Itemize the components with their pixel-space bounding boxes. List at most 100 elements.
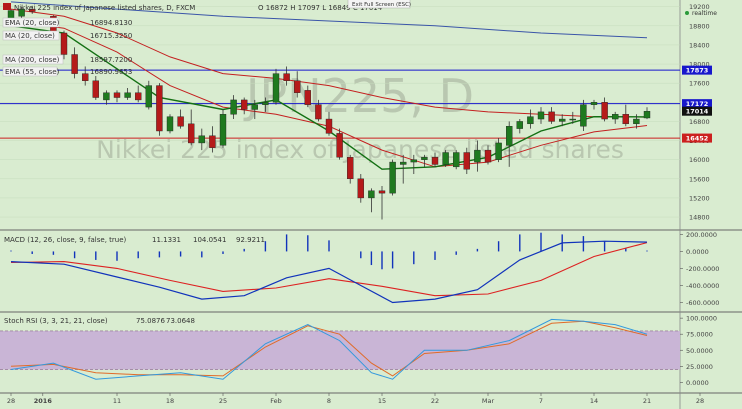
price-label-text: 17873 — [686, 67, 709, 75]
bear-candle — [431, 157, 439, 165]
stoch-value-d: 73.0648 — [166, 317, 195, 325]
macd-tick-label: -200.0000 — [686, 265, 719, 273]
exit-fullscreen-button[interactable] — [347, 0, 411, 9]
bull-candle — [198, 135, 206, 144]
bull-candle — [251, 104, 259, 110]
stoch-layer — [10, 318, 648, 380]
bear-candle — [548, 111, 555, 122]
realtime-label: realtime — [692, 10, 717, 17]
rsi-band-layer — [0, 330, 680, 370]
stoch-d-line — [10, 320, 648, 377]
bear-candle — [113, 92, 121, 98]
header-title: Nikkei 225 index of Japanese listed shar… — [14, 4, 195, 12]
stoch-rsi-band — [0, 330, 680, 370]
bull-candle — [633, 118, 640, 125]
bear-candle — [622, 114, 629, 125]
price-tick-label: 17600 — [689, 80, 710, 88]
price-tick-label: 16000 — [689, 156, 710, 164]
indicator-label-1: MA (20, close) — [5, 32, 55, 40]
stoch-value-k: 75.0876 — [136, 317, 165, 325]
bear-candle — [240, 99, 248, 110]
macd-value-histogram: 92.9211 — [236, 236, 265, 244]
bear-candle — [294, 80, 301, 93]
bear-candle — [315, 104, 322, 120]
bull-candle — [421, 157, 428, 160]
realtime-dot-icon — [685, 11, 689, 15]
bear-candle — [156, 85, 163, 132]
macd-value-line: 11.1331 — [152, 236, 181, 244]
bull-candle — [18, 8, 25, 17]
x-tick-label: 15 — [378, 397, 386, 405]
bull-candle — [219, 114, 227, 146]
price-label-text: 17172 — [686, 100, 709, 108]
bear-candle — [177, 116, 184, 127]
price-tick-label: 18400 — [689, 41, 710, 49]
bear-candle — [357, 178, 364, 199]
bull-candle — [495, 142, 502, 160]
bull-candle — [580, 104, 587, 127]
stoch-k-line — [10, 318, 648, 380]
macd-layer — [10, 232, 648, 304]
indicator-box-0[interactable] — [2, 17, 60, 28]
bull-candle — [410, 159, 417, 163]
x-tick-label: 7 — [539, 397, 543, 405]
stoch-tick-label: 25.0000 — [686, 363, 713, 371]
x-tick-label: 2016 — [34, 397, 53, 405]
price-label-box — [682, 133, 712, 143]
x-tick-label: 21 — [643, 397, 651, 405]
bull-candle — [166, 116, 174, 132]
bull-candle — [389, 161, 396, 194]
bull-candle — [453, 152, 460, 168]
bear-candle — [463, 152, 470, 170]
x-tick-label: 22 — [431, 397, 439, 405]
bear-candle — [92, 80, 100, 98]
stoch-tick-label: 75.0000 — [686, 331, 713, 339]
axis-labels-layer: 28 2016 11 18 25 Feb 8 15 22 Mar 7 14 21 28 14800 15200… — [7, 3, 720, 405]
indicator-label-2: MA (200, close) — [5, 56, 60, 64]
stoch-tick-label: 50.0000 — [686, 347, 713, 355]
bear-candle — [304, 90, 311, 105]
candles-layer — [7, 5, 651, 220]
bull-candle — [474, 149, 481, 163]
price-label-text: 17014 — [686, 108, 709, 116]
bull-candle — [516, 121, 523, 129]
bear-candle — [336, 133, 343, 158]
price-tick-label: 14800 — [689, 214, 710, 222]
macd-tick-label: 200.0000 — [686, 231, 717, 239]
indicator-box-2[interactable] — [2, 54, 64, 65]
bear-candle — [378, 190, 386, 194]
macd-tick-label: 0.0000 — [686, 248, 709, 256]
exit-fullscreen-label: Exit Full Screen (ESC) — [352, 2, 411, 8]
macd-legend: MACD (12, 26, close, 9, false, true) 11.… — [4, 236, 265, 244]
ma200-line — [10, 1, 648, 39]
indicator-box-1[interactable] — [2, 30, 60, 41]
bull-candle — [145, 85, 153, 108]
price-tick-label: 18800 — [689, 22, 710, 30]
bull-candle — [262, 102, 269, 105]
x-tick-label: 28 — [7, 397, 15, 405]
bear-candle — [347, 157, 354, 180]
bear-candle — [484, 149, 492, 163]
indicator-box-3[interactable] — [2, 66, 58, 77]
bull-candle — [442, 152, 449, 165]
bear-candle — [209, 135, 216, 148]
bull-candle — [368, 190, 375, 199]
bull-candle — [103, 92, 110, 101]
collapse-icon[interactable] — [3, 3, 11, 10]
indicator-label-0: EMA (20, close) — [5, 19, 60, 27]
indicator-value-3: 16890.9653 — [90, 68, 132, 76]
x-tick-label: 8 — [327, 397, 331, 405]
bear-candle — [29, 8, 36, 12]
bear-candle — [81, 73, 89, 81]
header-ohlc: O 16872 H 17097 L 16849 C 17014 — [258, 4, 383, 12]
x-tick-label: 14 — [590, 397, 598, 405]
price-tick-label: 15600 — [689, 175, 710, 183]
macd-line — [10, 240, 648, 304]
x-tick-label: Mar — [482, 397, 495, 405]
x-tick-label: Feb — [270, 397, 282, 405]
bull-candle — [537, 111, 545, 120]
price-tick-label: 19200 — [689, 3, 710, 11]
bull-candle — [559, 118, 566, 122]
header: Nikkei 225 index of Japanese listed shar… — [3, 0, 717, 17]
